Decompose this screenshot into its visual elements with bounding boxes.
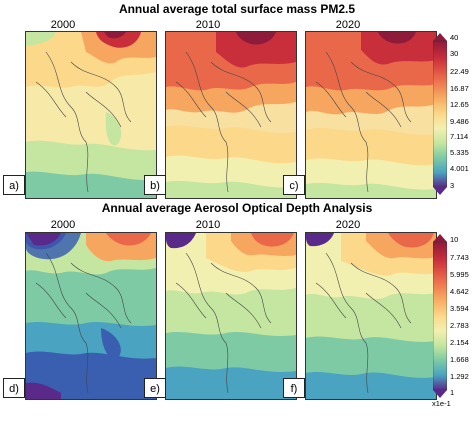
pm25-tick: 16.87 (450, 84, 469, 93)
aod-year-2020: 2020 (335, 219, 361, 231)
aod-map-2020 (305, 232, 437, 400)
pm25-tick: 3 (450, 181, 455, 190)
panel-label-f: f) (283, 378, 305, 398)
aod-map-2010 (165, 232, 297, 400)
pm25-tick: 9.486 (450, 117, 469, 126)
pm25-map-2020 (305, 31, 437, 199)
pm25-year-2000: 2000 (50, 19, 76, 31)
aod-tick: 5.995 (450, 270, 469, 279)
pm25-map-2000 (25, 31, 157, 199)
panel-label-a: a) (3, 175, 25, 195)
aod-year-2010: 2010 (195, 219, 221, 231)
pm25-tick: 30 (450, 49, 459, 58)
pm25-tick: 22.49 (450, 67, 469, 76)
aod-tick: 2.783 (450, 321, 469, 330)
pm25-tick: 12.65 (450, 100, 469, 109)
pm25-tick: 4.001 (450, 164, 469, 173)
panel-label-e: e) (144, 378, 166, 398)
aod-year-2000: 2000 (50, 219, 76, 231)
panel-label-d: d) (3, 378, 25, 398)
pm25-colorbar-gradient (433, 33, 447, 195)
aod-tick: 1.292 (450, 372, 469, 381)
aod-tick: 4.642 (450, 287, 469, 296)
pm25-tick: 7.114 (450, 132, 469, 141)
pm25-year-2020: 2020 (335, 19, 361, 31)
aod-tick: 1 (450, 388, 455, 397)
pm25-year-2010: 2010 (195, 19, 221, 31)
aod-tick: 7.743 (450, 253, 469, 262)
panel-label-c: c) (283, 175, 305, 195)
pm25-tick: 5.335 (450, 148, 469, 157)
pm25-title: Annual average total surface mass PM2.5 (118, 2, 356, 16)
aod-colorbar-unit: x1e-1 (432, 399, 451, 408)
aod-tick: 3.594 (450, 304, 469, 313)
aod-colorbar-gradient (433, 234, 447, 398)
aod-map-2000 (25, 232, 157, 400)
aod-tick: 2.154 (450, 338, 469, 347)
pm25-tick: 40 (450, 33, 459, 42)
pm25-map-2010 (165, 31, 297, 199)
aod-title: Annual average Aerosol Optical Depth Ana… (101, 201, 373, 215)
aod-tick: 10 (450, 235, 459, 244)
aod-tick: 1.668 (450, 355, 469, 364)
panel-label-b: b) (144, 175, 166, 195)
